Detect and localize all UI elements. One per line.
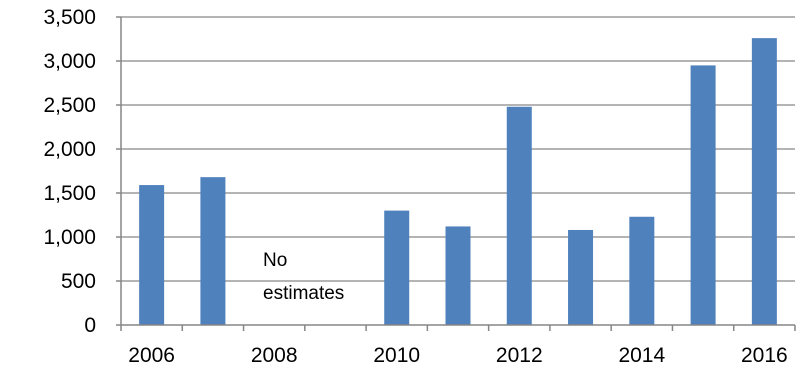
bar-2013 — [568, 229, 594, 325]
bar-2016 — [751, 38, 777, 326]
axes — [116, 16, 796, 331]
y-tick-label: 0 — [84, 314, 96, 337]
y-tick-label: 1,500 — [43, 182, 96, 205]
x-tick-label: 2010 — [373, 344, 420, 367]
x-tick-label: 2012 — [496, 344, 543, 367]
x-tick-label: 2006 — [128, 344, 175, 367]
bar-2015 — [690, 65, 716, 326]
bars — [139, 38, 777, 326]
x-tick-label: 2016 — [741, 344, 788, 367]
annotation-no: No — [263, 250, 287, 271]
bar-2012 — [506, 106, 532, 325]
y-tick-label: 2,000 — [43, 138, 96, 161]
bar-2010 — [384, 210, 410, 325]
annotation-estimates: estimates — [263, 283, 344, 304]
y-tick-label: 500 — [61, 270, 96, 293]
bar-2006 — [139, 185, 165, 325]
gridlines — [121, 16, 795, 282]
x-tick-labels: 2006 2008 2010 2012 2014 2016 — [128, 344, 787, 367]
bar-2011 — [445, 226, 471, 325]
y-tick-label: 3,500 — [43, 6, 96, 29]
y-tick-label: 3,000 — [43, 50, 96, 73]
y-tick-label: 2,500 — [43, 94, 96, 117]
bar-2014 — [629, 216, 655, 325]
x-tick-label: 2014 — [618, 344, 665, 367]
x-tick-label: 2008 — [251, 344, 298, 367]
bar-2007 — [200, 177, 226, 325]
y-tick-label: 1,000 — [43, 226, 96, 249]
y-tick-labels: 0 500 1,000 1,500 2,000 2,500 3,000 3,500 — [43, 6, 96, 337]
